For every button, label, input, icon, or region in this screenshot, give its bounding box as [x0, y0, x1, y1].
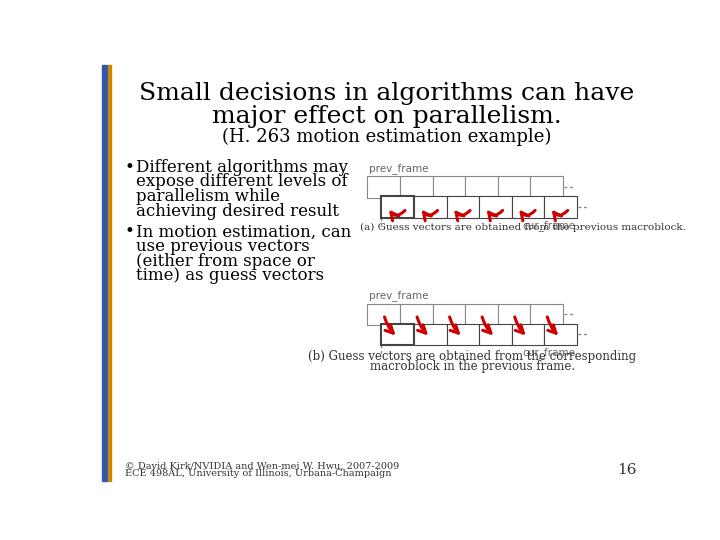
Text: major effect on parallelism.: major effect on parallelism.: [212, 105, 562, 128]
Text: © David Kirk/NVIDIA and Wen-mei W. Hwu, 2007-2009: © David Kirk/NVIDIA and Wen-mei W. Hwu, …: [125, 462, 399, 470]
Bar: [512, 197, 544, 218]
Bar: [544, 323, 577, 345]
Bar: [544, 197, 577, 218]
Text: macroblock in the previous frame.: macroblock in the previous frame.: [369, 361, 575, 374]
Bar: [498, 177, 530, 198]
Text: use previous vectors: use previous vectors: [136, 238, 310, 255]
Text: •: •: [125, 224, 135, 240]
Text: (a) Guess vectors are obtained from the previous macroblock.: (a) Guess vectors are obtained from the …: [360, 222, 685, 232]
Text: time) as guess vectors: time) as guess vectors: [136, 267, 324, 284]
Bar: [433, 303, 465, 325]
Bar: [433, 177, 465, 198]
Bar: [102, 65, 107, 481]
Bar: [498, 303, 530, 325]
Bar: [446, 323, 479, 345]
Bar: [465, 177, 498, 198]
Bar: [512, 323, 544, 345]
Bar: [530, 177, 563, 198]
Bar: [382, 197, 414, 218]
Bar: [446, 197, 479, 218]
Bar: [400, 177, 433, 198]
Text: prev_frame: prev_frame: [369, 291, 428, 301]
Bar: [414, 197, 446, 218]
Text: cur_frame: cur_frame: [522, 220, 575, 231]
Bar: [400, 303, 433, 325]
Bar: [382, 323, 414, 345]
Text: 16: 16: [617, 463, 636, 477]
Bar: [465, 303, 498, 325]
Bar: [530, 303, 563, 325]
Bar: [479, 323, 512, 345]
Text: •: •: [125, 159, 135, 176]
Text: prev_frame: prev_frame: [369, 163, 428, 174]
Text: ECE 498AL, University of Illinois, Urbana-Champaign: ECE 498AL, University of Illinois, Urban…: [125, 469, 392, 478]
Text: expose different levels of: expose different levels of: [136, 173, 347, 191]
Text: Small decisions in algorithms can have: Small decisions in algorithms can have: [139, 82, 634, 105]
Text: (b) Guess vectors are obtained from the corresponding: (b) Guess vectors are obtained from the …: [308, 350, 636, 363]
Text: (H. 263 motion estimation example): (H. 263 motion estimation example): [222, 128, 552, 146]
Text: parallelism while: parallelism while: [136, 188, 280, 205]
Text: Different algorithms may: Different algorithms may: [136, 159, 348, 176]
Bar: [479, 197, 512, 218]
Text: achieving desired result: achieving desired result: [136, 202, 338, 220]
Bar: [367, 303, 400, 325]
Text: (either from space or: (either from space or: [136, 253, 315, 269]
Bar: [414, 323, 446, 345]
Bar: [108, 65, 111, 481]
Text: cur_frame: cur_frame: [522, 347, 575, 359]
Text: In motion estimation, can: In motion estimation, can: [136, 224, 351, 240]
Bar: [367, 177, 400, 198]
